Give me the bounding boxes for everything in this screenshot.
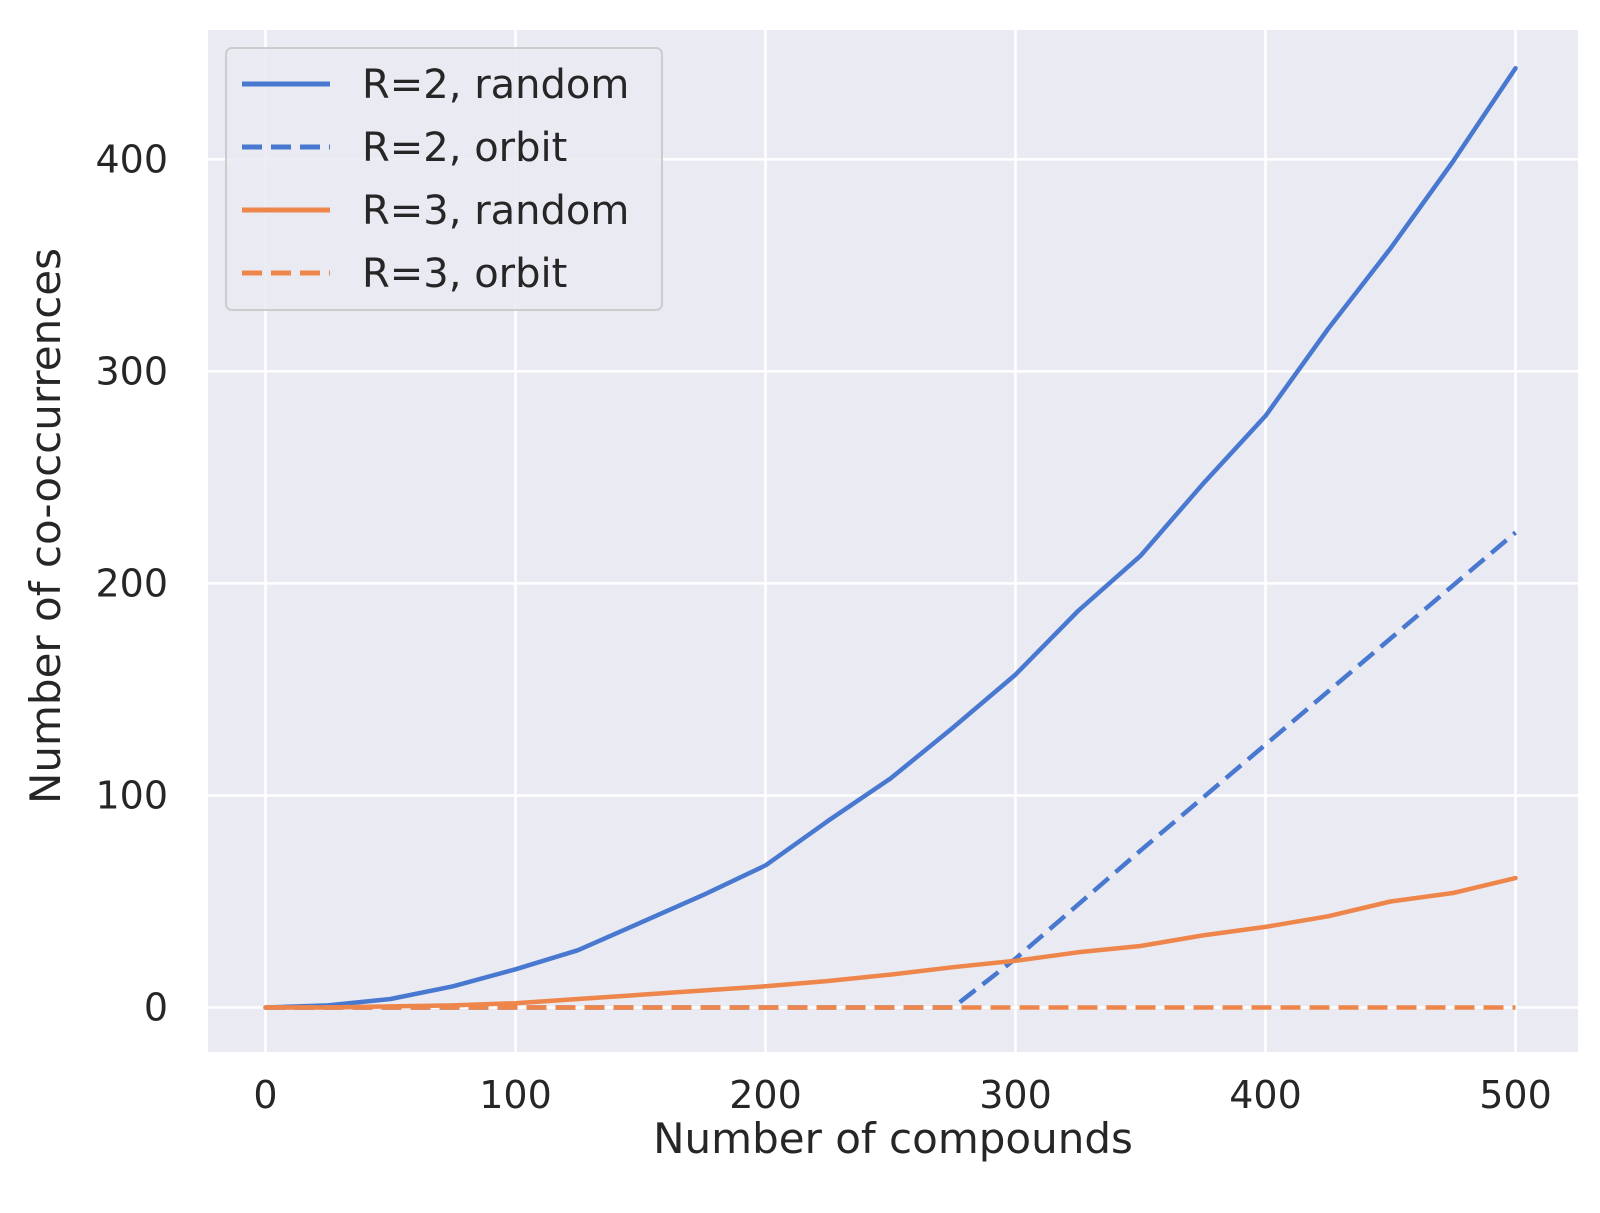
y-tick-label: 0 (144, 985, 168, 1029)
x-axis-label: Number of compounds (653, 1114, 1133, 1163)
x-tick-label: 100 (479, 1073, 552, 1117)
x-tick-labels: 0 100 200 300 400 500 (253, 1073, 1551, 1117)
y-tick-label: 100 (95, 773, 168, 817)
legend-label: R=2, random (362, 62, 629, 108)
y-tick-label: 300 (95, 349, 168, 393)
gridlines (208, 30, 1578, 1052)
x-tick-label: 0 (253, 1073, 277, 1117)
y-tick-labels: 0 100 200 300 400 (95, 137, 168, 1029)
y-tick-label: 400 (95, 137, 168, 181)
legend: R=2, random R=2, orbit R=3, random R=3, orb… (225, 47, 663, 311)
legend-label: R=2, orbit (362, 125, 567, 171)
x-tick-label: 400 (1229, 1073, 1302, 1117)
series-line-1 (263, 65, 1518, 1010)
series-line-3 (263, 875, 1518, 1010)
legend-label: R=3, random (362, 188, 629, 234)
x-tick-label: 500 (1479, 1073, 1552, 1117)
x-tick-label: 300 (979, 1073, 1052, 1117)
x-tick-label: 200 (729, 1073, 802, 1117)
y-axis-label: Number of co-occurrences (21, 248, 70, 804)
series-line-2 (265, 530, 1517, 1010)
y-tick-label: 200 (95, 561, 168, 605)
legend-box (225, 47, 663, 311)
series-lines (263, 65, 1518, 1010)
legend-label: R=3, orbit (362, 251, 567, 297)
